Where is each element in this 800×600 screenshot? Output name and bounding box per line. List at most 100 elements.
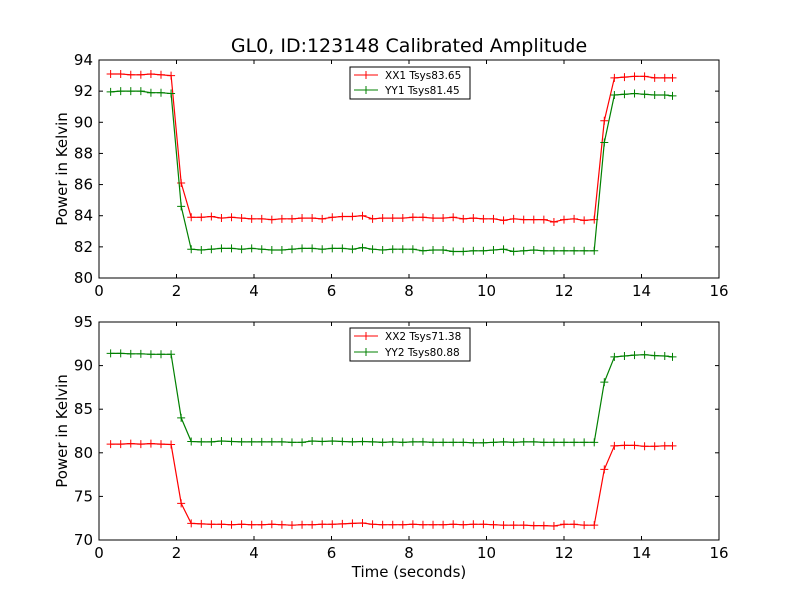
top-data-point-xx1 (378, 214, 387, 223)
top-data-point-xx1 (630, 72, 639, 81)
bottom-data-point-yy2 (519, 437, 528, 446)
bottom-data-point-xx2 (459, 520, 468, 529)
bottom-data-point-yy2 (378, 438, 387, 447)
top-data-point-xx1 (459, 214, 468, 223)
top-data-point-xx1 (418, 213, 427, 222)
top-data-point-yy1 (539, 246, 548, 255)
top-data-point-yy1 (308, 244, 317, 253)
top-data-point-yy1 (146, 88, 155, 97)
bottom-data-point-yy2 (398, 438, 407, 447)
top-data-point-yy1 (449, 247, 458, 256)
bottom-data-point-yy2 (227, 437, 236, 446)
bottom-data-point-yy2 (630, 351, 639, 360)
top-data-point-xx1 (479, 214, 488, 223)
top-data-point-yy1 (620, 90, 629, 99)
top-data-point-xx1 (610, 73, 619, 82)
top-series-layer (106, 70, 677, 256)
top-data-point-yy1 (287, 245, 296, 254)
bottom-data-point-yy2 (549, 438, 558, 447)
bottom-data-point-xx2 (640, 442, 649, 451)
top-data-point-xx1 (126, 70, 135, 79)
bottom-data-point-yy2 (580, 438, 589, 447)
top-data-point-xx1 (600, 116, 609, 125)
top-data-point-xx1 (328, 213, 337, 222)
top-y-axis-label: Power in Kelvin (53, 112, 71, 226)
bottom-x-tick-label: 12 (554, 544, 573, 562)
bottom-data-point-xx2 (479, 520, 488, 529)
top-data-point-xx1 (308, 214, 317, 223)
bottom-data-point-yy2 (207, 437, 216, 446)
top-data-point-yy1 (610, 91, 619, 100)
bottom-data-point-xx2 (388, 520, 397, 529)
top-legend: XX1 Tsys83.65 YY1 Tsys81.45 (349, 66, 471, 100)
bottom-data-point-xx2 (650, 442, 659, 451)
bottom-data-point-xx2 (560, 520, 568, 529)
top-data-point-yy1 (469, 246, 478, 255)
bottom-data-point-yy2 (660, 352, 669, 361)
chart-title: GL0, ID:123148 Calibrated Amplitude (231, 35, 587, 57)
bottom-data-point-yy2 (650, 351, 659, 360)
bottom-data-point-xx2 (146, 439, 155, 448)
top-data-point-xx1 (106, 70, 115, 79)
x-axis-label: Time (seconds) (351, 563, 467, 581)
top-x-tick-label: 8 (404, 282, 414, 300)
top-data-point-xx1 (267, 215, 276, 224)
top-data-point-yy1 (408, 245, 417, 254)
top-data-point-yy1 (668, 91, 677, 100)
bottom-data-point-xx2 (378, 520, 387, 529)
bottom-legend-marker-yy2 (362, 348, 370, 356)
bottom-x-tick-label: 4 (249, 544, 259, 562)
bottom-data-point-yy2 (318, 437, 327, 446)
bottom-data-point-yy2 (136, 349, 145, 358)
top-data-point-xx1 (207, 212, 216, 221)
bottom-y-tick-label: 80 (74, 444, 93, 462)
top-data-point-yy1 (328, 244, 337, 253)
top-data-point-xx1 (368, 214, 377, 223)
bottom-data-point-xx2 (660, 441, 669, 450)
bottom-data-point-yy2 (570, 438, 579, 447)
top-data-point-xx1 (439, 214, 448, 223)
bottom-data-point-xx2 (499, 521, 508, 530)
bottom-y-tick-label: 90 (74, 357, 93, 375)
bottom-data-point-yy2 (126, 349, 135, 358)
top-data-point-xx1 (217, 214, 226, 223)
bottom-x-tick-label: 2 (172, 544, 182, 562)
bottom-data-point-yy2 (539, 438, 548, 447)
top-data-point-xx1 (509, 214, 518, 223)
top-data-point-yy1 (529, 245, 538, 254)
top-data-point-xx1 (549, 217, 558, 226)
top-data-point-xx1 (157, 70, 165, 79)
top-y-tick-label: 84 (74, 207, 93, 225)
top-data-point-xx1 (570, 214, 579, 223)
bottom-series-layer (106, 349, 677, 531)
bottom-data-point-yy2 (237, 437, 246, 446)
top-data-point-xx1 (489, 214, 498, 223)
top-y-tick-label: 86 (74, 176, 93, 194)
bottom-data-point-yy2 (509, 438, 518, 447)
bottom-x-tick-label: 8 (404, 544, 414, 562)
bottom-data-point-xx2 (348, 519, 357, 528)
top-data-point-yy1 (237, 245, 246, 254)
top-data-point-yy1 (650, 91, 659, 100)
bottom-y-tick-label: 75 (74, 487, 93, 505)
bottom-data-point-xx2 (620, 441, 629, 450)
bottom-subplot: 0 2 4 6 8 10 12 14 16 70 75 80 85 90 95 Power in Kelvi… (53, 313, 729, 581)
bottom-y-tick-label: 85 (74, 400, 93, 418)
bottom-data-point-xx2 (398, 520, 407, 529)
top-data-point-xx1 (499, 216, 508, 225)
bottom-data-point-xx2 (136, 440, 145, 449)
bottom-data-point-yy2 (197, 437, 206, 446)
bottom-data-point-xx2 (187, 519, 196, 528)
bottom-data-point-xx2 (368, 520, 377, 529)
bottom-data-point-xx2 (267, 520, 276, 529)
bottom-data-point-yy2 (328, 437, 337, 446)
top-data-point-yy1 (519, 246, 528, 255)
bottom-data-point-xx2 (287, 521, 296, 530)
top-data-point-yy1 (298, 244, 307, 253)
top-data-point-xx1 (398, 214, 407, 223)
top-data-point-yy1 (439, 245, 448, 254)
top-data-point-yy1 (378, 245, 387, 254)
top-data-point-xx1 (660, 73, 669, 82)
top-data-point-xx1 (136, 70, 145, 79)
bottom-x-tick-label: 0 (94, 544, 104, 562)
